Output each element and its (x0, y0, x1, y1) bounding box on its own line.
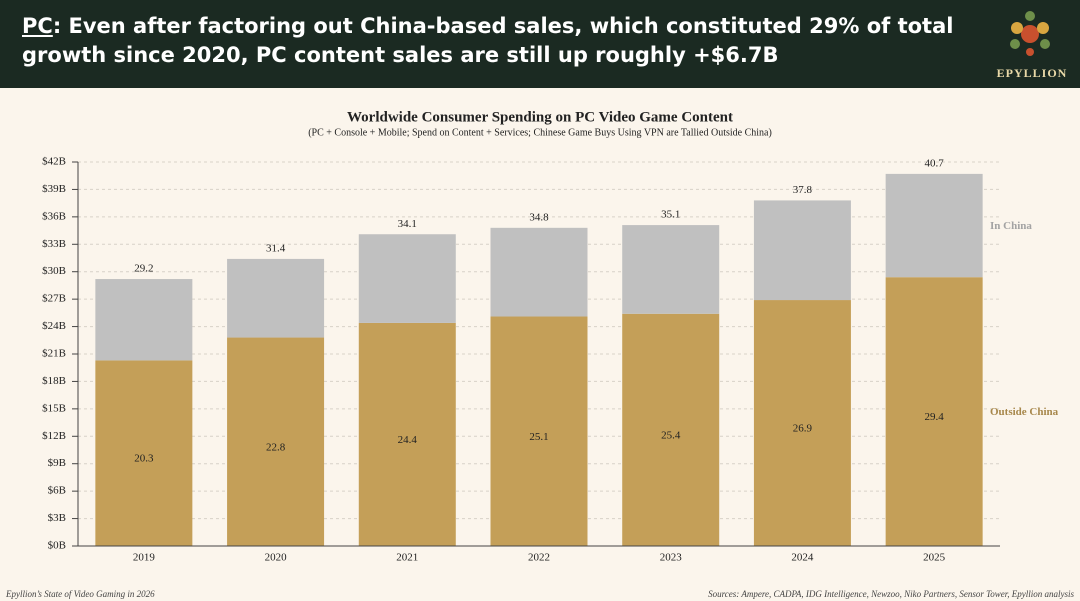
value-label: 25.4 (661, 429, 681, 441)
total-label: 34.8 (529, 211, 549, 223)
y-tick-label: $12B (42, 430, 66, 442)
x-tick-label: 2021 (396, 552, 418, 564)
y-tick-label: $30B (42, 265, 66, 277)
y-tick-label: $3B (48, 512, 66, 524)
legend-label: In China (990, 219, 1032, 232)
x-tick-label: 2020 (265, 552, 288, 564)
legend-label: Outside China (990, 405, 1059, 418)
bar-segment (885, 173, 983, 278)
y-tick-label: $9B (48, 457, 66, 469)
footer-left: Epyllion’s State of Video Gaming in 2026 (6, 589, 155, 599)
value-label: 24.4 (398, 434, 418, 446)
value-label: 22.8 (266, 441, 286, 453)
y-tick-label: $15B (42, 402, 66, 414)
y-tick-label: $42B (42, 156, 66, 168)
y-tick-label: $18B (42, 375, 66, 387)
bar-segment (753, 300, 851, 546)
total-label: 31.4 (266, 242, 286, 254)
bar-segment (622, 225, 720, 314)
header-body: : Even after factoring out China-based s… (22, 14, 954, 67)
x-tick-label: 2019 (133, 552, 156, 564)
y-tick-label: $21B (42, 348, 66, 360)
bar-segment (753, 200, 851, 301)
y-tick-label: $36B (42, 210, 66, 222)
y-tick-label: $6B (48, 485, 66, 497)
bar-segment (95, 360, 193, 546)
value-label: 20.3 (134, 453, 154, 465)
chart: Worldwide Consumer Spending on PC Video … (42, 109, 1000, 564)
bar-segment (490, 316, 588, 546)
y-tick-label: $0B (48, 540, 66, 552)
x-tick-label: 2025 (923, 552, 946, 564)
chart-subtitle: (PC + Console + Mobile; Spend on Content… (308, 127, 772, 138)
bar-segment (227, 337, 325, 546)
total-label: 35.1 (661, 209, 680, 221)
total-label: 40.7 (925, 157, 945, 169)
value-label: 26.9 (793, 423, 813, 435)
bar-segment (358, 322, 456, 546)
y-tick-label: $27B (42, 293, 66, 305)
value-label: 25.1 (529, 431, 548, 443)
bar-segment (622, 313, 720, 546)
bar-segment (885, 277, 983, 546)
bar-segment (95, 279, 193, 361)
footer-right: Sources: Ampere, CADPA, IDG Intelligence… (708, 589, 1074, 599)
logo-text: EPYLLION (996, 66, 1068, 80)
logo-ornament (1010, 11, 1050, 56)
x-tick-label: 2022 (528, 552, 550, 564)
y-tick-label: $24B (42, 320, 66, 332)
y-tick-label: $33B (42, 238, 66, 250)
bar-segment (358, 234, 456, 323)
x-tick-label: 2023 (660, 552, 683, 564)
bar-segment (490, 227, 588, 317)
total-label: 34.1 (398, 218, 417, 230)
header: PC: Even after factoring out China-based… (0, 0, 1080, 88)
y-tick-label: $39B (42, 183, 66, 195)
header-text: PC: Even after factoring out China-based… (22, 12, 997, 70)
value-label: 29.4 (925, 411, 945, 423)
total-label: 37.8 (793, 184, 813, 196)
header-lead: PC (22, 14, 53, 38)
x-tick-label: 2024 (791, 552, 814, 564)
chart-title: Worldwide Consumer Spending on PC Video … (347, 109, 733, 125)
bar-segment (227, 258, 325, 338)
total-label: 29.2 (134, 263, 153, 275)
